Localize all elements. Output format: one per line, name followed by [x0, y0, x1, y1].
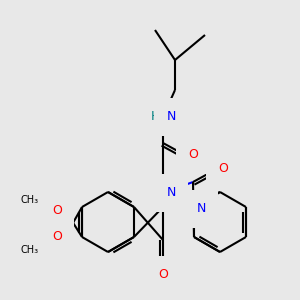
Text: N: N [166, 110, 176, 124]
Text: O: O [52, 230, 62, 244]
Text: O: O [188, 148, 198, 161]
Text: N: N [196, 202, 206, 215]
Text: H: H [150, 110, 160, 124]
Text: O: O [158, 268, 168, 281]
Text: O: O [52, 203, 62, 217]
Text: CH₃: CH₃ [21, 245, 39, 255]
Text: O: O [218, 161, 228, 175]
Text: N: N [166, 187, 176, 200]
Text: CH₃: CH₃ [21, 195, 39, 205]
